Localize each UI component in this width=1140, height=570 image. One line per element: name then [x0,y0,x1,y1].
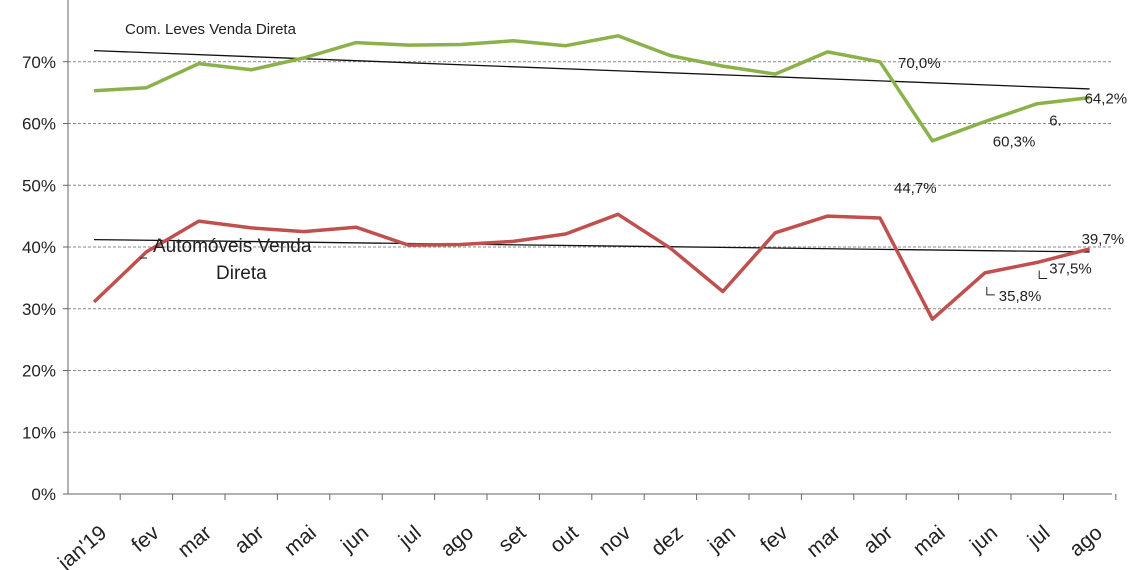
y-tick-label: 40% [22,238,56,257]
x-tick-label: jul [394,521,426,553]
data-label: 70,0% [898,55,941,72]
x-tick-label: fev [756,521,793,557]
gridlines [68,61,1112,433]
x-tick-label: jan [703,521,740,557]
data-label: 39,7% [1082,231,1125,248]
data-label: 60,3% [993,134,1036,151]
data-annotations: 70,0% 60,3% 6. 64,2% 44,7% 35,8% 37,5% 39,7% [894,55,1127,305]
x-tick-label: dez [647,521,688,560]
x-tick-label: fev [127,521,164,557]
y-axis-ticks: 0% 10% 20% 30% 40% 50% 60% 70% [22,53,68,504]
y-tick-label: 0% [31,485,56,504]
data-label: 6. [1049,113,1062,130]
x-tick-label: mar [174,521,216,562]
x-axis-ticks: jan'19 fev mar abr mai jun jul ago set out nov dez j… [53,494,1117,570]
series-line [93,34,1090,143]
trend-lines [93,49,1090,253]
x-tick-label: jul [1023,521,1055,553]
data-label: 44,7% [894,180,937,197]
label-leader [1038,270,1048,279]
x-tick-label: ago [1065,521,1107,561]
data-label: 37,5% [1049,260,1092,277]
data-label: 64,2% [1085,91,1128,108]
y-tick-label: 10% [22,423,56,442]
x-tick-label: out [546,521,583,557]
x-tick-label: set [494,521,530,557]
y-tick-label: 70% [22,53,56,72]
x-tick-label: jun [336,521,373,557]
y-tick-label: 50% [22,176,56,195]
series-label-red-line2: Direta [216,263,267,284]
trend-line [93,238,1090,253]
y-tick-label: 20% [22,362,56,381]
y-tick-label: 60% [22,115,56,134]
x-tick-label: mar [802,521,844,562]
label-leader [986,286,995,296]
x-tick-label: mai [909,521,950,560]
y-tick-label: 30% [22,300,56,319]
x-tick-label: jun [965,521,1002,557]
x-tick-label: abr [859,521,897,558]
x-tick-label: jan'19 [53,521,111,570]
series-lines [92,34,1091,321]
trend-line [93,49,1090,90]
x-tick-label: abr [230,521,268,558]
x-tick-label: ago [436,521,478,561]
series-line [92,212,1091,321]
x-tick-label: mai [280,521,321,560]
x-tick-label: nov [594,521,635,561]
data-label: 35,8% [999,288,1042,305]
series-label-green: Com. Leves Venda Direta [125,21,297,38]
series-label-red-line1: Automóveis Venda [153,236,312,257]
